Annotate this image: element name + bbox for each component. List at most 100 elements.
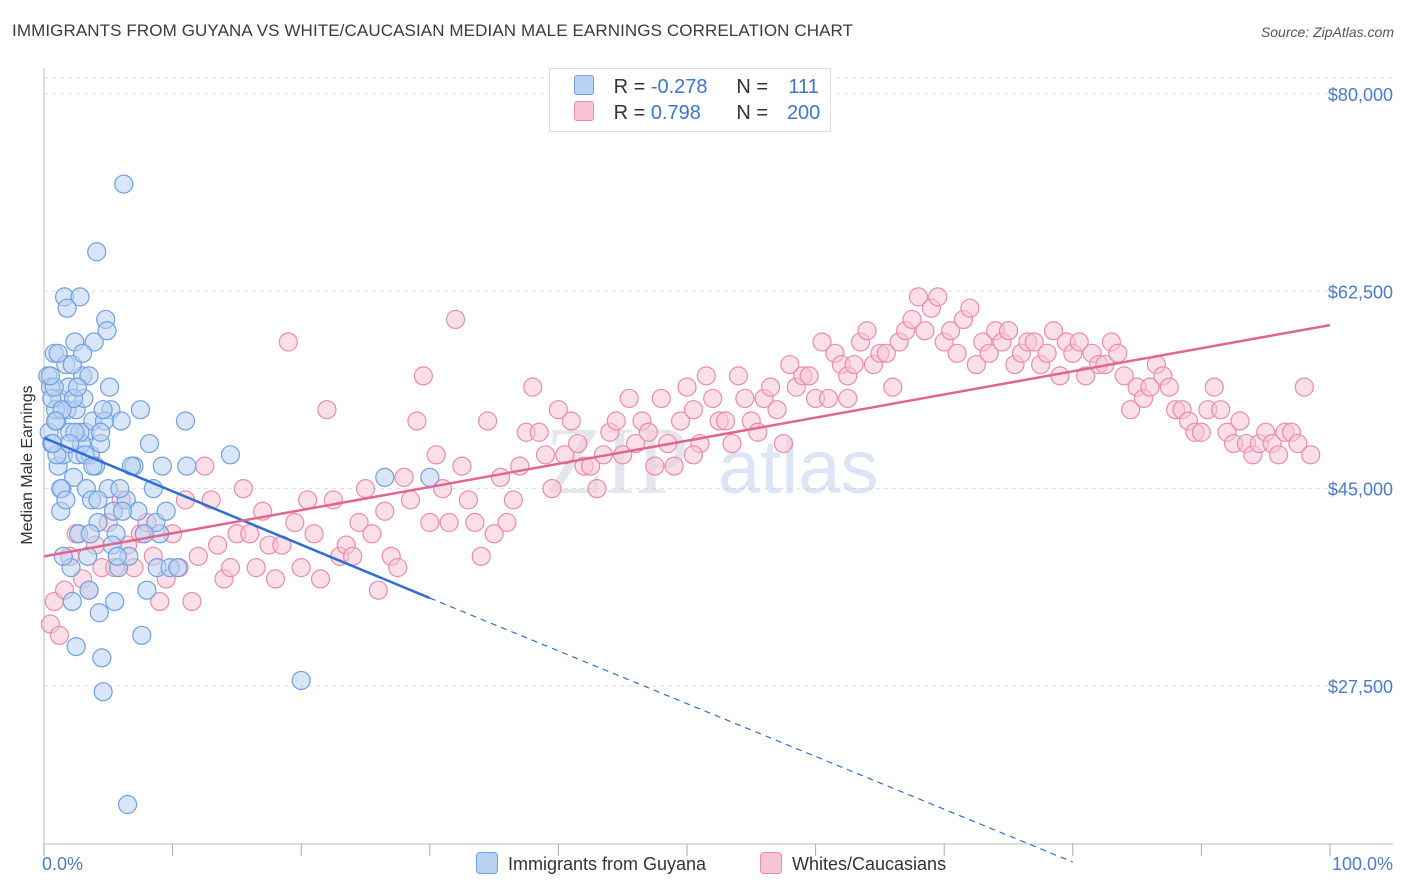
guyana-point [99,377,120,397]
guyana-point [57,298,77,318]
y-tick-label: $62,500 [1328,282,1393,302]
legend-swatch-guyana [574,75,594,95]
whites-point [188,546,208,566]
whites-point [683,400,704,420]
whites-point [458,490,478,510]
whites-point [1294,377,1314,397]
legend-row-whites: R = 0.798 N = 200 [574,101,834,125]
whites-point [1211,400,1231,420]
whites-point [773,433,794,454]
watermark: ZIP atlas [545,407,879,514]
guyana-point [45,411,66,431]
guyana-point [48,343,68,363]
whites-point [696,366,716,386]
legend-r-label: R = [613,76,646,98]
x-tick-label-end: 100.0% [1332,854,1393,874]
guyana-point [70,287,90,307]
legend-r-value-whites: 0.798 [650,102,701,124]
bottom-legend-swatch-guyana [476,852,498,874]
whites-point [1159,377,1179,397]
guyana-point [72,343,93,363]
whites-point [368,580,388,600]
whites-point [439,512,459,533]
correlation-legend: R = -0.278 N = 111 R = 0.798 N = 200 [549,68,831,132]
legend-n-label: N = [736,76,769,98]
guyana-point [56,490,76,510]
whites-point [535,445,556,465]
guyana-point [89,603,109,623]
guyana-point [177,456,197,476]
whites-point [799,366,819,386]
guyana-point [114,174,134,194]
whites-point [1268,445,1289,465]
y-tick-label: $27,500 [1328,677,1393,697]
guyana-point [84,332,104,352]
x-tick-label-start: 0.0% [42,854,83,874]
guyana-point [110,479,130,499]
whites-point [195,456,215,476]
whites-point [497,512,517,533]
guyana-point [168,558,188,578]
whites-point [645,456,665,476]
guyana-point [112,501,133,521]
whites-point [240,524,260,544]
legend-n-value-whites: 200 [786,102,821,124]
guyana-point [87,242,107,262]
whites-point [278,332,298,352]
whites-point [400,490,421,510]
guyana-point [40,366,61,386]
whites-point [651,388,671,409]
whites-point [683,445,704,465]
guyana-trend-extension [429,597,1074,863]
whites-trend-line [43,323,1331,558]
whites-point [638,422,659,442]
whites-point [413,366,433,386]
guyana-trend-line [43,436,431,600]
bottom-legend-whites[interactable]: Whites/Caucasians [760,852,946,875]
bottom-legend-guyana[interactable]: Immigrants from Guyana [476,852,706,875]
whites-point [355,479,376,499]
whites-point [677,377,697,397]
source-note: Source: ZipAtlas.com [1260,24,1394,40]
whites-point [722,433,742,454]
grid [44,77,1393,687]
whites-point [478,411,498,431]
whites-point [876,343,896,363]
guyana-point [90,422,111,442]
guyana-point [130,400,151,420]
whites-point [857,321,877,341]
whites-point [1069,332,1089,352]
whites-point [703,388,723,409]
whites-point [941,321,961,341]
whites-point [150,591,170,612]
whites-point [1037,343,1057,363]
legend-r-label: R = [613,102,646,124]
whites-point [664,456,684,476]
y-axis-title: Median Male Earnings [19,385,36,544]
watermark-atlas: atlas [718,425,879,510]
whites-point [220,558,241,578]
whites-point [465,512,485,533]
whites-point [407,411,427,431]
whites-point [394,467,414,487]
whites-point [883,377,903,397]
guyana-point [105,591,125,612]
guyana-point [175,411,196,431]
whites-point [844,354,864,375]
series-guyana-points [38,174,440,815]
whites-point [452,456,472,476]
guyana-point [63,467,84,487]
guyana-point [53,546,73,566]
bottom-legend-label-whites: Whites/Caucasians [792,854,947,874]
guyana-point [62,591,82,612]
whites-point [349,512,369,533]
guyana-point [156,501,176,521]
guyana-point [420,467,440,487]
whites-point [182,591,202,612]
whites-point [998,321,1019,341]
whites-point [490,467,511,487]
whites-point [760,377,781,397]
legend-row-guyana: R = -0.278 N = 111 [574,75,834,99]
guyana-point [79,366,99,386]
whites-point [233,479,253,499]
